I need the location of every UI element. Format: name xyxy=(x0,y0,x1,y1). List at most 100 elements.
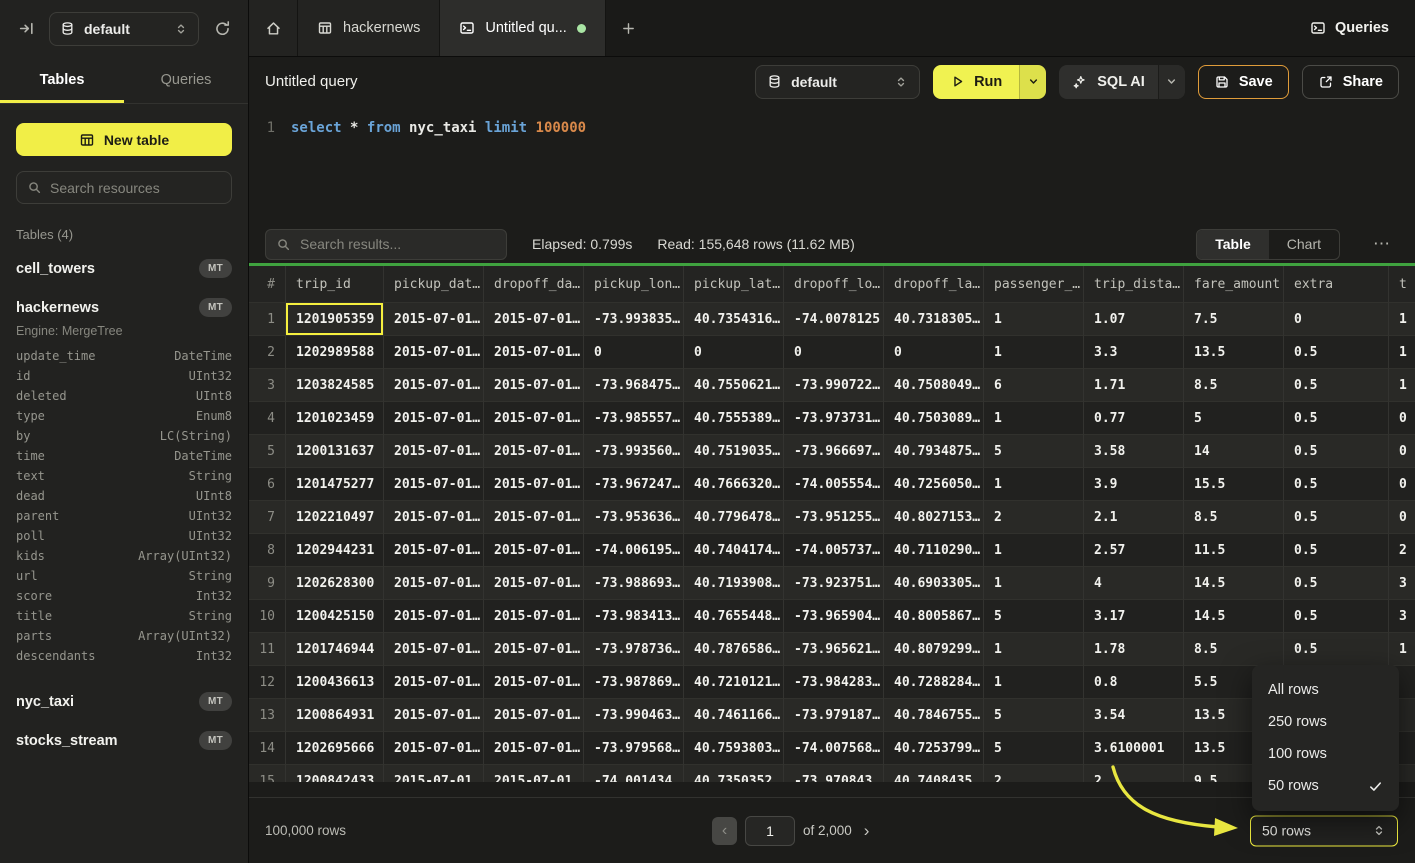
table-cell[interactable]: 2.57 xyxy=(1084,534,1184,567)
table-cell[interactable]: 3 xyxy=(1389,600,1415,633)
column-header[interactable]: pickup_lat… xyxy=(684,266,784,303)
table-cell[interactable]: 14 xyxy=(1184,435,1284,468)
table-cell[interactable]: 1202210497 xyxy=(286,501,384,534)
table-cell[interactable]: -73.988693… xyxy=(584,567,684,600)
refresh-button[interactable] xyxy=(208,15,236,43)
page-size-option[interactable]: 250 rows xyxy=(1252,706,1399,738)
table-cell[interactable]: 1200436613 xyxy=(286,666,384,699)
table-cell[interactable]: 40.7461166… xyxy=(684,699,784,732)
table-cell[interactable]: 40.7404174… xyxy=(684,534,784,567)
prev-page-button[interactable]: ‹ xyxy=(712,817,737,845)
table-cell[interactable]: 2 xyxy=(984,765,1084,782)
table-cell[interactable]: 40.7110290… xyxy=(884,534,984,567)
new-tab-button[interactable] xyxy=(606,0,652,56)
table-cell[interactable]: 40.6903305… xyxy=(884,567,984,600)
page-size-select[interactable]: 50 rows xyxy=(1250,815,1398,846)
table-cell[interactable]: 2015-07-01… xyxy=(484,501,584,534)
table-cell[interactable]: 7.5 xyxy=(1184,303,1284,336)
sidebar-tab-tables[interactable]: Tables xyxy=(0,57,124,103)
table-cell[interactable]: 1202695666 xyxy=(286,732,384,765)
table-cell[interactable]: -73.990722… xyxy=(784,369,884,402)
collapse-sidebar-button[interactable] xyxy=(12,15,40,43)
table-cell[interactable]: -73.965621… xyxy=(784,633,884,666)
table-cell[interactable]: 40.7253799… xyxy=(884,732,984,765)
table-cell[interactable]: 0.5 xyxy=(1284,369,1389,402)
table-cell[interactable]: 40.7519035… xyxy=(684,435,784,468)
table-cell[interactable]: -73.985557… xyxy=(584,402,684,435)
table-cell[interactable]: -73.993835… xyxy=(584,303,684,336)
table-cell[interactable]: 40.7503089… xyxy=(884,402,984,435)
column-header[interactable]: t xyxy=(1389,266,1415,303)
table-cell[interactable]: 2015-07-01… xyxy=(484,600,584,633)
share-button[interactable]: Share xyxy=(1302,65,1399,99)
table-cell[interactable]: 1203824585 xyxy=(286,369,384,402)
table-cell[interactable]: -73.983413… xyxy=(584,600,684,633)
table-cell[interactable]: 2015-07-01… xyxy=(484,369,584,402)
table-cell[interactable]: 1202628300 xyxy=(286,567,384,600)
table-cell[interactable]: 1 xyxy=(984,534,1084,567)
table-cell[interactable]: 40.7318305… xyxy=(884,303,984,336)
table-cell[interactable]: 1200425150 xyxy=(286,600,384,633)
results-more-button[interactable]: ⋯ xyxy=(1365,234,1399,254)
table-cell[interactable]: 2015-07-01… xyxy=(384,336,484,369)
table-cell[interactable]: 8.5 xyxy=(1184,369,1284,402)
queries-button[interactable]: Queries xyxy=(1284,0,1415,56)
table-cell[interactable]: 5 xyxy=(984,435,1084,468)
table-cell[interactable]: -74.005554… xyxy=(784,468,884,501)
table-cell[interactable]: 40.7934875… xyxy=(884,435,984,468)
table-cell[interactable]: 1201023459 xyxy=(286,402,384,435)
table-cell[interactable]: 15.5 xyxy=(1184,468,1284,501)
table-cell[interactable]: 5 xyxy=(984,600,1084,633)
table-cell[interactable]: 3.17 xyxy=(1084,600,1184,633)
column-header[interactable]: extra xyxy=(1284,266,1389,303)
table-cell[interactable]: 0.5 xyxy=(1284,402,1389,435)
table-cell[interactable]: 1 xyxy=(984,402,1084,435)
table-cell[interactable]: -73.984283… xyxy=(784,666,884,699)
table-cell[interactable]: 1.71 xyxy=(1084,369,1184,402)
column-header[interactable]: fare_amount xyxy=(1184,266,1284,303)
table-cell[interactable]: 3.9 xyxy=(1084,468,1184,501)
table-cell[interactable]: 0.5 xyxy=(1284,633,1389,666)
table-cell[interactable]: 0 xyxy=(1389,402,1415,435)
table-cell[interactable]: -73.951255… xyxy=(784,501,884,534)
table-cell[interactable]: 0 xyxy=(1284,303,1389,336)
table-cell[interactable]: 0.5 xyxy=(1284,534,1389,567)
table-cell[interactable]: 0 xyxy=(684,336,784,369)
sidebar-table-item[interactable]: stocks_streamMT xyxy=(16,728,232,753)
table-cell[interactable]: 0.5 xyxy=(1284,501,1389,534)
table-cell[interactable]: 1 xyxy=(984,303,1084,336)
table-cell[interactable]: 2015-07-01… xyxy=(484,435,584,468)
tab-untitled-query[interactable]: Untitled qu... xyxy=(440,0,605,56)
table-cell[interactable]: 40.7796478… xyxy=(684,501,784,534)
table-cell[interactable]: 1 xyxy=(1389,336,1415,369)
table-cell[interactable]: 1 xyxy=(1389,369,1415,402)
table-cell[interactable]: 1 xyxy=(984,336,1084,369)
sidebar-tab-queries[interactable]: Queries xyxy=(124,57,248,103)
table-cell[interactable]: 0 xyxy=(1389,435,1415,468)
table-cell[interactable]: -73.990463… xyxy=(584,699,684,732)
table-cell[interactable]: 2015-07-01… xyxy=(384,435,484,468)
table-cell[interactable]: 2015-07-01… xyxy=(384,468,484,501)
table-cell[interactable]: 0 xyxy=(1389,468,1415,501)
table-cell[interactable]: 40.7666320… xyxy=(684,468,784,501)
column-header[interactable]: dropoff_la… xyxy=(884,266,984,303)
table-cell[interactable]: 1201905359 xyxy=(286,303,384,336)
column-header[interactable]: # xyxy=(249,266,286,303)
table-cell[interactable]: 5 xyxy=(984,699,1084,732)
table-cell[interactable]: 1200842433 xyxy=(286,765,384,782)
sql-ai-options-button[interactable] xyxy=(1158,65,1185,99)
table-cell[interactable]: 3.6100001 xyxy=(1084,732,1184,765)
new-table-button[interactable]: New table xyxy=(16,123,232,156)
table-cell[interactable]: 2015-07-01… xyxy=(384,633,484,666)
table-cell[interactable]: -74.001434 xyxy=(584,765,684,782)
column-header[interactable]: dropoff_da… xyxy=(484,266,584,303)
table-cell[interactable]: 1 xyxy=(984,567,1084,600)
table-cell[interactable]: 3.3 xyxy=(1084,336,1184,369)
table-cell[interactable]: 2015-07-01… xyxy=(484,699,584,732)
table-cell[interactable]: 40.7876586… xyxy=(684,633,784,666)
table-cell[interactable]: 2015-07-01… xyxy=(484,402,584,435)
table-cell[interactable]: 0.77 xyxy=(1084,402,1184,435)
table-cell[interactable]: -73.965904… xyxy=(784,600,884,633)
table-cell[interactable]: 0 xyxy=(784,336,884,369)
table-cell[interactable]: 0.5 xyxy=(1284,567,1389,600)
